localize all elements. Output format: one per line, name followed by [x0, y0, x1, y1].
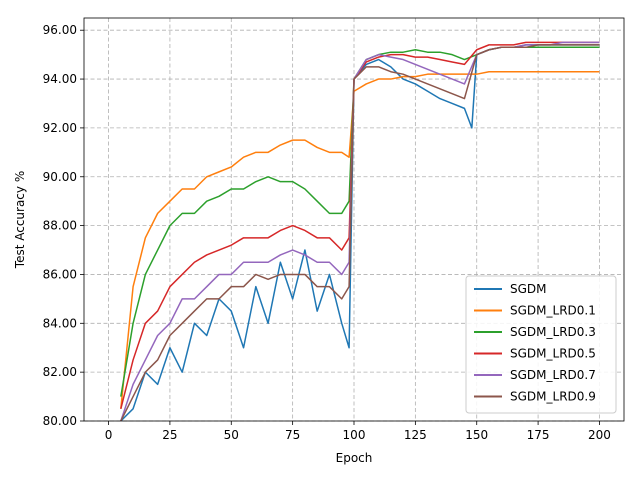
legend-label: SGDM_LRD0.1	[510, 304, 596, 318]
x-tick-label: 75	[285, 428, 300, 442]
legend-label: SGDM	[510, 282, 547, 296]
x-tick-label: 125	[404, 428, 427, 442]
y-tick-label: 82.00	[43, 365, 77, 379]
x-tick-label: 175	[527, 428, 550, 442]
legend-label: SGDM_LRD0.3	[510, 325, 596, 339]
x-axis: 0 25 50 75 100 125 150 175 200	[105, 421, 611, 442]
y-tick-label: 94.00	[43, 72, 77, 86]
x-tick-label: 100	[343, 428, 366, 442]
legend-label: SGDM_LRD0.7	[510, 368, 596, 382]
x-tick-label: 0	[105, 428, 113, 442]
y-tick-label: 92.00	[43, 121, 77, 135]
y-tick-label: 88.00	[43, 219, 77, 233]
y-tick-label: 96.00	[43, 23, 77, 37]
x-tick-label: 50	[224, 428, 239, 442]
y-tick-label: 84.00	[43, 316, 77, 330]
y-axis-label: Test Accuracy %	[13, 171, 27, 269]
legend: SGDM SGDM_LRD0.1 SGDM_LRD0.3 SGDM_LRD0.5 SGD…	[465, 275, 617, 414]
y-axis: 80.00 82.00 84.00 86.00 88.00 90.00 92.00 94.00…	[43, 23, 84, 428]
x-axis-label: Epoch	[336, 451, 373, 465]
series-line-5	[120, 44, 600, 421]
plot-area	[120, 41, 600, 421]
x-tick-label: 150	[465, 428, 488, 442]
legend-box	[465, 275, 617, 414]
x-tick-label: 200	[588, 428, 611, 442]
x-tick-label: 25	[162, 428, 177, 442]
y-tick-label: 90.00	[43, 170, 77, 184]
legend-label: SGDM_LRD0.9	[510, 390, 596, 404]
legend-label: SGDM_LRD0.5	[510, 347, 596, 361]
y-tick-label: 80.00	[43, 414, 77, 428]
y-tick-label: 86.00	[43, 267, 77, 281]
